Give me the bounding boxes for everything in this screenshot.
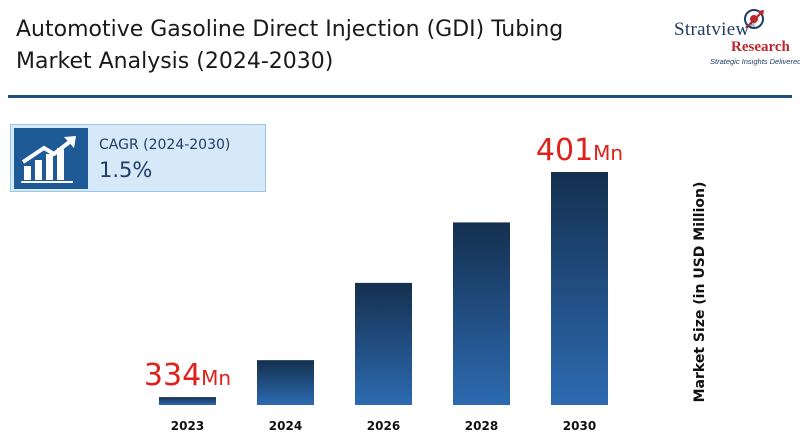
logo-tagline: Strategic Insights Delivered xyxy=(710,57,800,66)
cagr-label: CAGR (2024-2030) xyxy=(99,137,231,153)
title-line-1: Automotive Gasoline Direct Injection (GD… xyxy=(16,17,564,42)
x-tick-label-2024: 2024 xyxy=(269,419,302,433)
data-label-2023: 334Mn xyxy=(144,358,231,393)
brand-logo: Stratview® Research Strategic Insights D… xyxy=(668,6,800,66)
data-label-2030: 401Mn xyxy=(536,133,623,168)
registered-mark: ® xyxy=(749,20,756,30)
bar-2023 xyxy=(159,397,216,405)
cagr-value: 1.5% xyxy=(99,158,153,182)
bar-2028 xyxy=(453,222,510,405)
bar-2024 xyxy=(257,360,314,405)
logo-name: Stratview xyxy=(674,19,750,40)
y-axis-label: Market Size (in USD Million) xyxy=(692,181,708,403)
x-tick-label-2023: 2023 xyxy=(171,419,204,433)
bar-2030 xyxy=(551,172,608,405)
cagr-box: CAGR (2024-2030) 1.5% xyxy=(10,124,266,192)
logo-research: Research xyxy=(731,39,790,55)
header-divider xyxy=(8,95,792,98)
bar-2026 xyxy=(355,282,412,405)
x-tick-label-2030: 2030 xyxy=(563,419,596,433)
page-title: Automotive Gasoline Direct Injection (GD… xyxy=(16,14,656,78)
x-tick-label-2028: 2028 xyxy=(465,419,498,433)
x-tick-label-2026: 2026 xyxy=(367,419,400,433)
globe-icon xyxy=(744,9,764,29)
growth-chart-icon xyxy=(14,128,88,189)
title-line-2: Market Analysis (2024-2030) xyxy=(16,49,334,74)
